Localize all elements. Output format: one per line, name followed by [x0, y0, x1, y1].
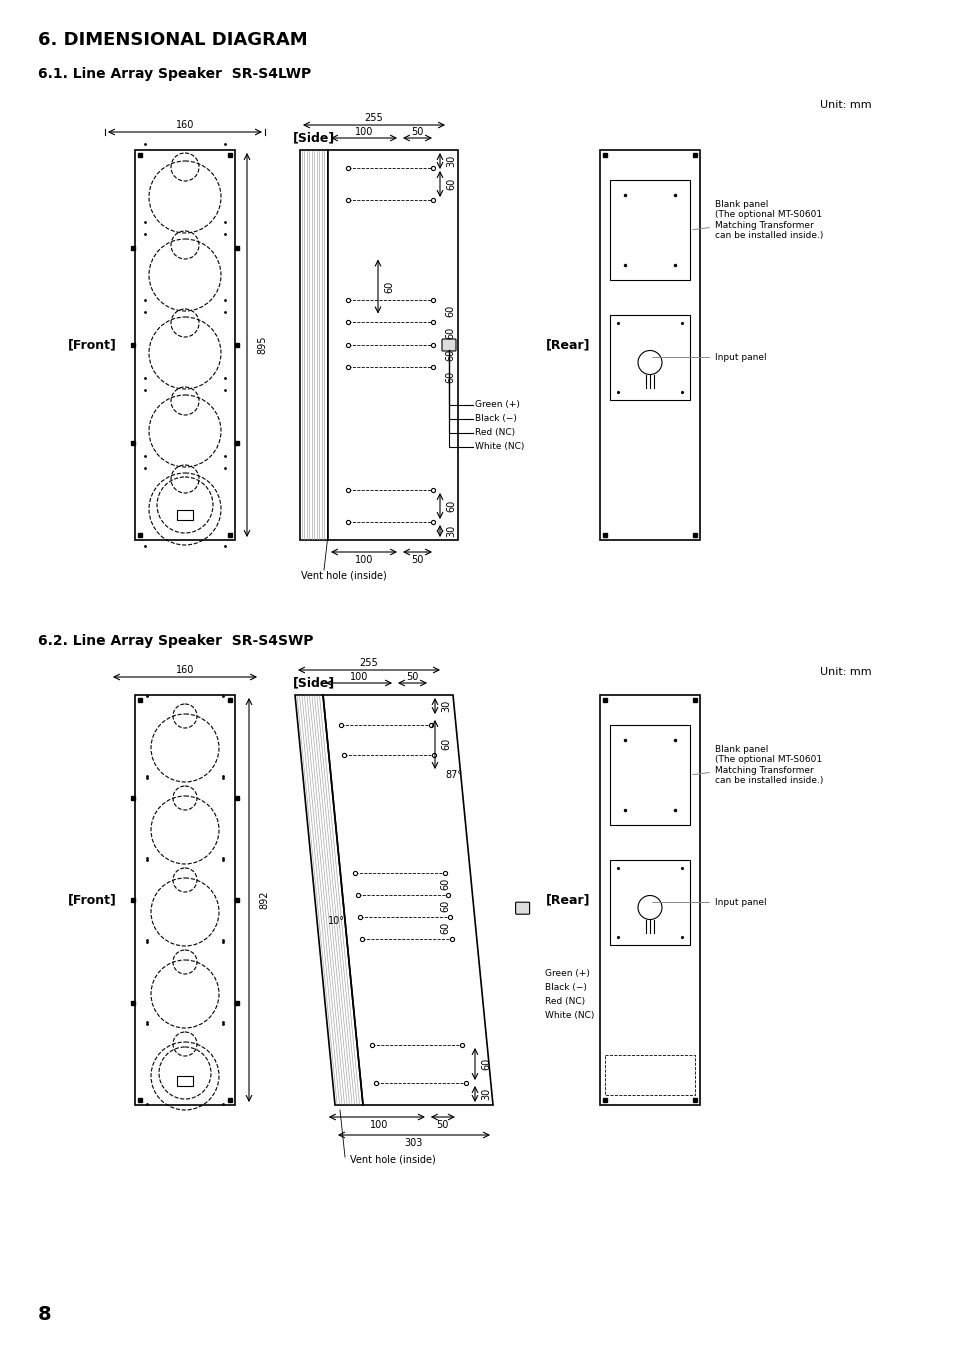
Text: 100: 100	[355, 127, 373, 136]
Text: White (NC): White (NC)	[544, 1011, 594, 1020]
Text: Black (−): Black (−)	[544, 982, 586, 992]
Text: Green (+): Green (+)	[475, 400, 519, 409]
Bar	[177, 1075, 193, 1086]
Text: 892: 892	[258, 890, 269, 909]
Bar	[609, 725, 689, 825]
Text: 60: 60	[480, 1058, 491, 1070]
Text: 30: 30	[446, 155, 456, 168]
Text: [Side]: [Side]	[293, 677, 335, 689]
Text: 60: 60	[444, 305, 455, 317]
Text: [Front]: [Front]	[68, 893, 117, 907]
Text: 160: 160	[175, 665, 194, 676]
Text: White (NC): White (NC)	[475, 443, 524, 451]
Bar	[609, 180, 689, 280]
Text: Input panel: Input panel	[652, 898, 766, 907]
Text: 60: 60	[446, 500, 456, 512]
Text: 50: 50	[411, 127, 423, 136]
Text: Red (NC): Red (NC)	[544, 997, 584, 1005]
Text: Black (−): Black (−)	[475, 415, 517, 423]
Text: 30: 30	[480, 1088, 491, 1100]
Text: 60: 60	[444, 349, 455, 361]
Text: Unit: mm: Unit: mm	[820, 100, 871, 109]
FancyBboxPatch shape	[441, 339, 456, 351]
Bar	[135, 150, 234, 540]
Text: Unit: mm: Unit: mm	[820, 667, 871, 677]
Text: 30: 30	[440, 700, 451, 712]
Text: Red (NC): Red (NC)	[475, 428, 515, 438]
Text: 60: 60	[384, 281, 394, 293]
Text: 60: 60	[444, 327, 455, 339]
Text: 160: 160	[175, 120, 194, 130]
Text: 60: 60	[439, 900, 450, 912]
Text: [Front]: [Front]	[68, 339, 117, 351]
Text: Vent hole (inside): Vent hole (inside)	[301, 570, 387, 580]
Text: 895: 895	[256, 336, 267, 354]
Text: [Rear]: [Rear]	[545, 893, 589, 907]
Text: 10°: 10°	[328, 916, 345, 925]
Bar	[177, 509, 193, 520]
Text: 50: 50	[411, 555, 423, 565]
Bar	[328, 150, 457, 540]
Bar	[604, 1055, 695, 1096]
Text: 60: 60	[439, 923, 450, 935]
Text: 60: 60	[446, 178, 456, 190]
Bar	[609, 861, 689, 944]
Text: 6. DIMENSIONAL DIAGRAM: 6. DIMENSIONAL DIAGRAM	[38, 31, 307, 49]
Text: Green (+): Green (+)	[544, 969, 589, 978]
Text: Vent hole (inside): Vent hole (inside)	[350, 1155, 436, 1165]
Bar	[599, 150, 700, 540]
Text: 8: 8	[38, 1305, 51, 1324]
Text: 87°: 87°	[444, 770, 461, 780]
Text: 50: 50	[436, 1120, 449, 1129]
Text: 30: 30	[446, 526, 456, 538]
Text: 60: 60	[444, 372, 455, 384]
Text: [Side]: [Side]	[293, 131, 335, 145]
Text: 100: 100	[350, 671, 368, 682]
Text: 50: 50	[406, 671, 418, 682]
Text: Blank panel
(The optional MT-S0601
Matching Transformer
can be installed inside.: Blank panel (The optional MT-S0601 Match…	[692, 744, 822, 785]
FancyBboxPatch shape	[515, 902, 529, 915]
Text: 255: 255	[364, 113, 383, 123]
Text: 6.2. Line Array Speaker  SR-S4SWP: 6.2. Line Array Speaker SR-S4SWP	[38, 634, 314, 648]
Bar	[599, 694, 700, 1105]
Bar	[609, 315, 689, 400]
Text: [Rear]: [Rear]	[545, 339, 589, 351]
Bar	[299, 150, 328, 540]
Text: 303: 303	[404, 1138, 423, 1148]
Text: 6.1. Line Array Speaker  SR-S4LWP: 6.1. Line Array Speaker SR-S4LWP	[38, 68, 311, 81]
Text: 60: 60	[439, 878, 450, 890]
Text: 100: 100	[355, 555, 373, 565]
Text: 60: 60	[440, 738, 451, 750]
Text: 255: 255	[359, 658, 378, 667]
Text: Blank panel
(The optional MT-S0601
Matching Transformer
can be installed inside.: Blank panel (The optional MT-S0601 Match…	[692, 200, 822, 240]
Text: 100: 100	[370, 1120, 388, 1129]
Text: Input panel: Input panel	[652, 353, 766, 362]
